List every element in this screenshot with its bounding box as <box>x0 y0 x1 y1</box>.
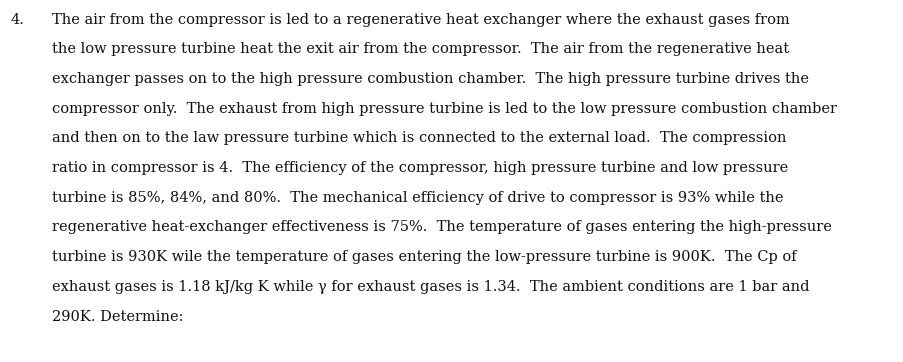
Text: regenerative heat-exchanger effectiveness is 75%.  The temperature of gases ente: regenerative heat-exchanger effectivenes… <box>52 220 832 235</box>
Text: and then on to the law pressure turbine which is connected to the external load.: and then on to the law pressure turbine … <box>52 131 787 146</box>
Text: compressor only.  The exhaust from high pressure turbine is led to the low press: compressor only. The exhaust from high p… <box>52 102 836 116</box>
Text: The air from the compressor is led to a regenerative heat exchanger where the ex: The air from the compressor is led to a … <box>52 13 789 27</box>
Text: turbine is 930K wile the temperature of gases entering the low-pressure turbine : turbine is 930K wile the temperature of … <box>52 250 796 264</box>
Text: exchanger passes on to the high pressure combustion chamber.  The high pressure : exchanger passes on to the high pressure… <box>52 72 808 86</box>
Text: 290K. Determine:: 290K. Determine: <box>52 310 183 324</box>
Text: exhaust gases is 1.18 kJ/kg K while γ for exhaust gases is 1.34.  The ambient co: exhaust gases is 1.18 kJ/kg K while γ fo… <box>52 280 809 294</box>
Text: turbine is 85%, 84%, and 80%.  The mechanical efficiency of drive to compressor : turbine is 85%, 84%, and 80%. The mechan… <box>52 191 783 205</box>
Text: 4.: 4. <box>11 13 24 27</box>
Text: ratio in compressor is 4.  The efficiency of the compressor, high pressure turbi: ratio in compressor is 4. The efficiency… <box>52 161 787 175</box>
Text: the low pressure turbine heat the exit air from the compressor.  The air from th: the low pressure turbine heat the exit a… <box>52 42 788 56</box>
